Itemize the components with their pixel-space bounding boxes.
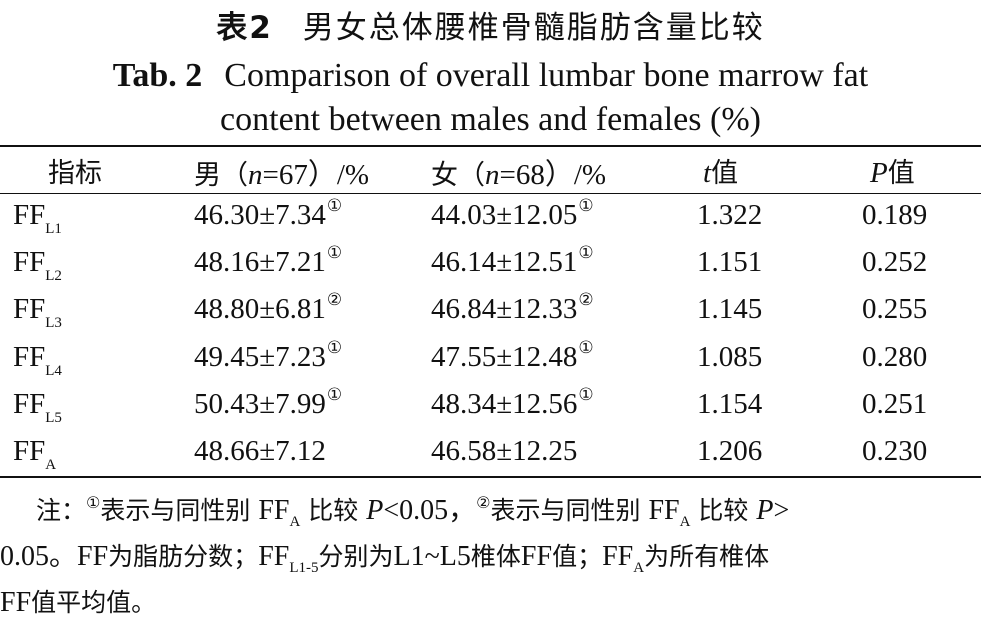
cell-male: 48.80±6.81② bbox=[194, 290, 343, 325]
cell-female: 48.34±12.56① bbox=[431, 385, 594, 420]
cell-p-value: 0.280 bbox=[862, 341, 928, 373]
cell-female: 46.14±12.51① bbox=[431, 243, 594, 278]
cell-t-value: 1.154 bbox=[697, 388, 763, 420]
header-p-value: P值 bbox=[870, 157, 915, 189]
header-t-value: t值 bbox=[703, 157, 739, 189]
row-label: FFA bbox=[13, 435, 57, 473]
row-label: FFL3 bbox=[13, 293, 62, 331]
cell-p-value: 0.255 bbox=[862, 293, 928, 325]
cell-male: 49.45±7.23① bbox=[194, 338, 343, 373]
cell-female: 44.03±12.05① bbox=[431, 196, 594, 231]
table-footnote: 注：①表示与同性别 FFA 比较 P<0.05，②表示与同性别 FFA 比较 P… bbox=[0, 493, 790, 618]
cell-t-value: 1.151 bbox=[697, 246, 763, 278]
caption-english: Tab. 2 Comparison of overall lumbar bone … bbox=[0, 54, 981, 142]
cell-p-value: 0.252 bbox=[862, 246, 928, 278]
cell-p-value: 0.251 bbox=[862, 388, 928, 420]
header-index: 指标 bbox=[48, 158, 102, 189]
caption-en-title-line1: Comparison of overall lumbar bone marrow… bbox=[224, 57, 869, 94]
cell-male: 46.30±7.34① bbox=[194, 196, 343, 231]
cell-t-value: 1.206 bbox=[697, 435, 763, 467]
row-label: FFL5 bbox=[13, 388, 62, 426]
cell-male: 50.43±7.99① bbox=[194, 385, 343, 420]
table-top-rule bbox=[0, 145, 981, 147]
cell-t-value: 1.322 bbox=[697, 199, 763, 231]
cell-p-value: 0.189 bbox=[862, 199, 928, 231]
cell-male: 48.66±7.12 bbox=[194, 435, 326, 467]
header-female: 女（n=68）/% bbox=[431, 159, 607, 191]
cell-male: 48.16±7.21① bbox=[194, 243, 343, 278]
cell-female: 47.55±12.48① bbox=[431, 338, 594, 373]
table-header-rule bbox=[0, 193, 981, 194]
cell-female: 46.84±12.33② bbox=[431, 290, 594, 325]
caption-cn-label: 表2 bbox=[216, 10, 273, 46]
caption-cn-title: 男女总体腰椎骨髓脂肪含量比较 bbox=[302, 10, 765, 46]
cell-t-value: 1.085 bbox=[697, 341, 763, 373]
cell-female: 46.58±12.25 bbox=[431, 435, 578, 467]
table-bottom-rule bbox=[0, 476, 981, 478]
cell-p-value: 0.230 bbox=[862, 435, 928, 467]
row-label: FFL1 bbox=[13, 199, 62, 237]
cell-t-value: 1.145 bbox=[697, 293, 763, 325]
caption-en-label: Tab. 2 bbox=[112, 57, 203, 94]
header-male: 男（n=67）/% bbox=[194, 159, 370, 191]
caption-chinese: 表2 男女总体腰椎骨髓脂肪含量比较 bbox=[0, 2, 981, 47]
row-label: FFL2 bbox=[13, 246, 62, 284]
row-label: FFL4 bbox=[13, 341, 62, 379]
caption-en-title-line2: content between males and females (%) bbox=[220, 101, 761, 138]
